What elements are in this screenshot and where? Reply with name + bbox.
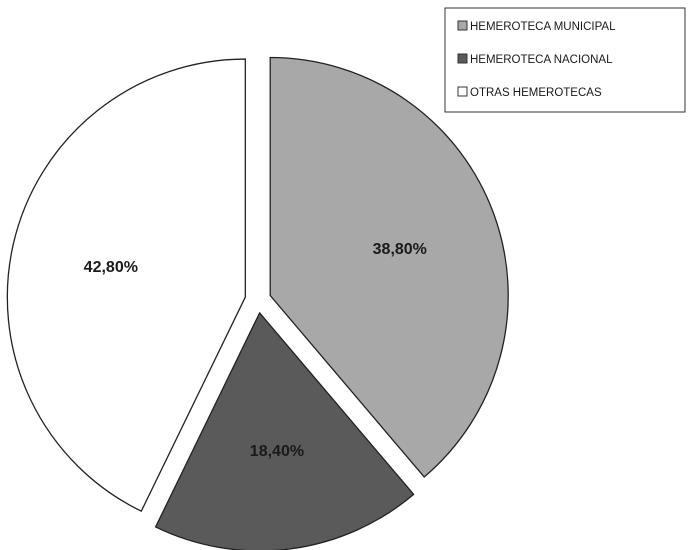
legend-label-municipal: HEMEROTECA MUNICIPAL [470,21,616,33]
slice-nacional [154,311,415,550]
slice-otras-value-label: 42,80% [84,259,138,276]
pie-slices [6,56,509,550]
legend-label-otras: OTRAS HEMEROTECAS [470,87,602,99]
legend-swatch-nacional [457,53,468,64]
legend-swatch-municipal [457,20,468,31]
slice-municipal-value-label: 38,80% [373,241,427,258]
slice-otras [6,58,246,513]
legend-swatch-otras [457,86,468,97]
pie-labels: 38,80% 18,40% 42,80% [84,241,427,460]
legend-box [444,7,686,113]
legend-label-nacional: HEMEROTECA NACIONAL [470,54,613,66]
legend: HEMEROTECA MUNICIPAL HEMEROTECA NACIONAL… [444,7,686,113]
slice-municipal [269,56,509,478]
slice-nacional-value-label: 18,40% [250,443,304,460]
